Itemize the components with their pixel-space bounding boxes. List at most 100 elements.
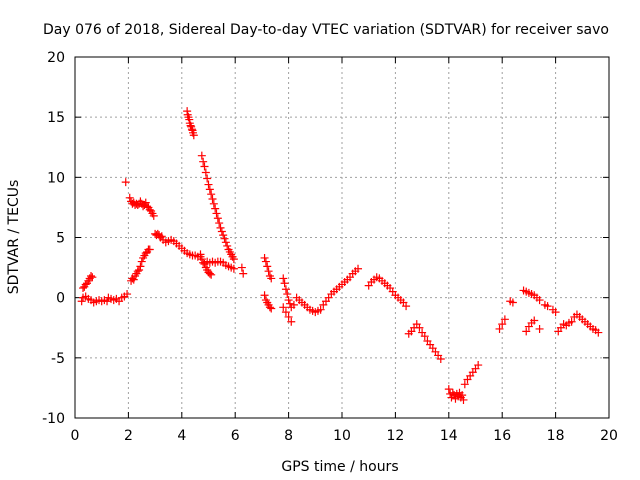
data-point: [229, 255, 238, 264]
data-point: [223, 241, 232, 250]
data-point: [267, 304, 276, 313]
data-point: [279, 274, 288, 283]
data-point: [209, 199, 218, 208]
x-tick-label: 0: [71, 428, 80, 444]
data-point: [281, 285, 290, 294]
data-point: [285, 299, 294, 308]
data-point: [87, 272, 96, 281]
data-point: [415, 323, 424, 332]
data-point: [204, 180, 213, 189]
data-point: [283, 290, 292, 299]
data-point: [199, 157, 208, 166]
data-point: [495, 324, 504, 333]
data-point: [287, 317, 296, 326]
data-point: [535, 324, 544, 333]
data-point: [459, 395, 468, 404]
data-point: [289, 300, 298, 309]
data-point: [217, 227, 226, 236]
data-point: [239, 269, 248, 278]
data-point: [237, 263, 246, 272]
data-point: [216, 223, 225, 232]
data-point: [535, 296, 544, 305]
y-tick-label: -5: [51, 351, 65, 367]
data-point: [498, 320, 507, 329]
data-point: [229, 264, 238, 273]
data-point: [149, 211, 158, 220]
data-point: [215, 219, 224, 228]
x-tick-label: 12: [386, 428, 404, 444]
data-point: [460, 380, 469, 389]
data-point: [88, 273, 97, 282]
x-axis-label: GPS time / hours: [281, 459, 398, 475]
data-point: [203, 174, 212, 183]
data-point: [261, 257, 270, 266]
data-point: [197, 255, 206, 264]
data-point: [219, 231, 228, 240]
data-point: [444, 385, 453, 394]
y-tick-label: -10: [42, 411, 65, 427]
data-point: [436, 355, 445, 364]
data-point: [354, 264, 363, 273]
data-point: [281, 308, 290, 317]
data-point: [123, 290, 132, 299]
x-tick-label: 6: [231, 428, 240, 444]
data-point: [220, 234, 229, 243]
data-point: [201, 168, 210, 177]
data-point: [260, 253, 269, 262]
grid-lines: [75, 57, 609, 418]
x-tick-label: 8: [284, 428, 293, 444]
data-point: [205, 185, 214, 194]
data-point: [265, 303, 274, 312]
y-tick-label: 5: [56, 231, 65, 247]
data-point: [135, 265, 144, 274]
data-point: [141, 198, 150, 207]
data-point: [264, 267, 273, 276]
data-point: [145, 245, 154, 254]
x-tick-label: 18: [547, 428, 565, 444]
data-point: [594, 328, 603, 337]
data-point: [137, 257, 146, 266]
data-point: [551, 308, 560, 317]
data-point: [133, 267, 142, 276]
data-point: [213, 214, 222, 223]
x-tick-label: 4: [177, 428, 186, 444]
data-point: [458, 391, 467, 400]
data-point: [157, 232, 166, 241]
data-point: [207, 190, 216, 199]
x-tick-labels: 0 2 4 6 8 10 12 14 16 18 20: [71, 428, 618, 444]
data-point: [522, 327, 531, 336]
data-point: [121, 178, 130, 187]
data-point: [402, 302, 411, 311]
data-point: [284, 312, 293, 321]
y-axis-label: SDTVAR / TECUs: [6, 180, 22, 295]
data-point: [263, 262, 272, 271]
y-tick-label: 20: [47, 50, 65, 66]
x-tick-label: 10: [333, 428, 351, 444]
data-point: [530, 316, 539, 325]
y-tick-label: 0: [56, 291, 65, 307]
data-point: [103, 297, 112, 306]
data-point: [284, 296, 293, 305]
data-point: [280, 279, 289, 288]
data-point: [508, 298, 517, 307]
data-point: [316, 305, 325, 314]
data-point: [129, 275, 138, 284]
data-point: [199, 258, 208, 267]
y-tick-labels: -10 -5 0 5 10 15 20: [42, 50, 65, 427]
data-points: [77, 107, 603, 404]
data-point: [500, 315, 509, 324]
x-tick-label: 14: [440, 428, 458, 444]
data-point: [279, 303, 288, 312]
data-point: [205, 269, 214, 278]
axis-ticks: [74, 56, 610, 419]
data-point: [212, 209, 221, 218]
data-point: [221, 238, 230, 247]
y-tick-label: 10: [47, 170, 65, 186]
data-point: [77, 297, 86, 306]
data-point: [211, 204, 220, 213]
x-tick-label: 16: [493, 428, 511, 444]
data-point: [543, 302, 552, 311]
x-tick-label: 2: [124, 428, 133, 444]
data-point: [207, 270, 216, 279]
